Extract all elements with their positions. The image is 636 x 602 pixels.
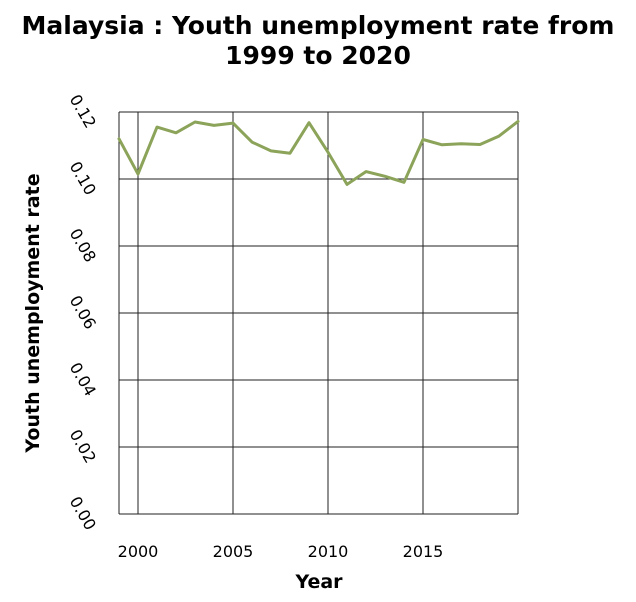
y-tick-label: 0.06	[66, 292, 100, 332]
y-axis-ticks: 0.00 0.02 0.04 0.06 0.08 0.10 0.12	[66, 91, 100, 533]
x-tick-label: 2010	[308, 542, 349, 561]
x-tick-label: 2000	[118, 542, 159, 561]
grid	[118, 111, 519, 515]
y-axis-title: Youth unemployment rate	[22, 173, 44, 453]
chart-title-line-1: Malaysia : Youth unemployment rate from	[22, 11, 615, 40]
chart-title-line-2: 1999 to 2020	[225, 41, 411, 70]
x-tick-label: 2005	[213, 542, 254, 561]
y-tick-label: 0.02	[66, 426, 100, 466]
y-tick-label: 0.08	[66, 225, 100, 265]
series-group	[117, 119, 520, 186]
y-tick-label: 0.10	[66, 158, 100, 198]
y-tick-label: 0.04	[66, 359, 100, 399]
series-line-youth-unemployment	[117, 119, 520, 186]
x-axis-ticks: 2000 2005 2010 2015	[118, 542, 444, 561]
y-tick-label: 0.12	[66, 91, 100, 131]
x-axis-title: Year	[294, 571, 343, 593]
x-tick-label: 2015	[403, 542, 444, 561]
y-tick-label: 0.00	[66, 493, 100, 533]
